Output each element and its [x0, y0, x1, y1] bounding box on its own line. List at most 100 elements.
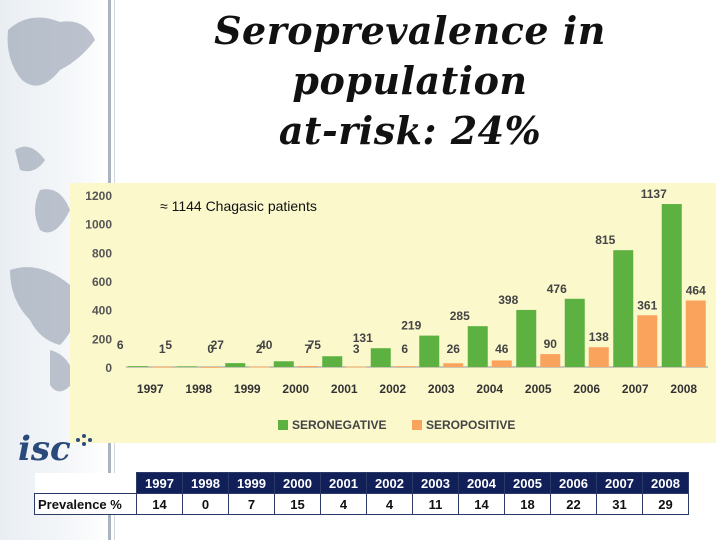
data-label: 1137: [641, 187, 667, 201]
data-label: 75: [308, 338, 322, 352]
bar-seronegative: [273, 361, 294, 367]
x-tick-label: 2003: [428, 382, 455, 396]
data-label: 40: [259, 338, 273, 352]
prevalence-year-header: 2002: [366, 472, 413, 494]
x-tick-label: 2002: [379, 382, 406, 396]
bar-seronegative: [370, 348, 391, 367]
bar-seropositive: [346, 366, 367, 368]
data-label: 0: [207, 342, 214, 356]
bar-seronegative: [128, 366, 149, 367]
prevalence-value-cell: 18: [504, 493, 551, 515]
x-tick-label: 2001: [331, 382, 358, 396]
prevalence-year-header: 2008: [642, 472, 689, 494]
prevalence-year-header: 2003: [412, 472, 459, 494]
bar-seropositive: [637, 315, 658, 367]
title-line-1: Seroprevalence in population: [214, 8, 606, 103]
bar-seronegative: [661, 204, 682, 367]
prevalence-year-header: 2001: [320, 472, 367, 494]
prevalence-year-header: 1997: [136, 472, 183, 494]
bar-chart: 0 200 400 600 800 1000 1200 6 1 1997 5 0 1998 27 2 1999…: [85, 187, 708, 432]
data-label: 285: [450, 309, 470, 323]
x-tick-label: 1998: [185, 382, 212, 396]
bar-seronegative: [467, 326, 488, 367]
x-tick-label: 2000: [282, 382, 309, 396]
bar-seronegative: [225, 363, 246, 367]
bar-seronegative: [613, 250, 634, 367]
isc-logo: isc: [14, 428, 94, 469]
prevalence-year-header: 2007: [596, 472, 643, 494]
bar-seropositive: [249, 366, 270, 368]
prevalence-year-header: 1998: [182, 472, 229, 494]
world-map-illustration: [7, 17, 95, 392]
prevalence-value-cell: 22: [550, 493, 597, 515]
isc-logo-mark: isc: [18, 429, 92, 469]
data-label: 361: [637, 298, 657, 312]
bar-seropositive: [443, 363, 464, 367]
data-label: 464: [686, 283, 706, 297]
prevalence-data-row: Prevalence % 14 0 7 15 4 4 11 14 18 22 31 29: [34, 493, 689, 515]
prevalence-row-label: Prevalence %: [34, 493, 137, 515]
table-corner: [34, 472, 137, 494]
y-tick-label: 400: [92, 304, 112, 318]
bar-seronegative: [176, 366, 197, 368]
data-label: 26: [447, 342, 461, 356]
legend-label: SERONEGATIVE: [292, 418, 386, 432]
prevalence-year-header: 2006: [550, 472, 597, 494]
prevalence-value-cell: 4: [366, 493, 413, 515]
prevalence-value-cell: 14: [458, 493, 505, 515]
prevalence-value-cell: 7: [228, 493, 275, 515]
data-label: 7: [304, 342, 311, 356]
data-label: 6: [117, 338, 124, 352]
x-tick-label: 2006: [573, 382, 600, 396]
chart-panel: 0 200 400 600 800 1000 1200 6 1 1997 5 0 1998 27 2 1999…: [70, 183, 716, 443]
y-tick-label: 200: [92, 332, 112, 346]
data-label: 5: [165, 338, 172, 352]
x-tick-label: 2008: [670, 382, 697, 396]
data-label: 2: [256, 342, 263, 356]
y-tick-label: 800: [92, 246, 112, 260]
prevalence-year-header: 2000: [274, 472, 321, 494]
prevalence-table: 1997 1998 1999 2000 2001 2002 2003 2004 2005 2006…: [34, 472, 689, 515]
prevalence-value-cell: 31: [596, 493, 643, 515]
x-tick-label: 2007: [622, 382, 649, 396]
data-label: 138: [589, 330, 609, 344]
x-tick-label: 1997: [137, 382, 164, 396]
bar-seropositive: [394, 366, 415, 367]
data-label: 46: [495, 342, 509, 356]
x-tick-label: 1999: [234, 382, 261, 396]
data-label: 1: [159, 342, 166, 356]
y-tick-label: 0: [105, 361, 112, 375]
x-tick-label: 2004: [476, 382, 503, 396]
data-label: 3: [353, 342, 360, 356]
prevalence-value-cell: 4: [320, 493, 367, 515]
data-label: 27: [211, 338, 225, 352]
data-label: 6: [401, 342, 408, 356]
prevalence-value-cell: 0: [182, 493, 229, 515]
logo-text: isc: [18, 429, 71, 468]
prevalence-header-row: 1997 1998 1999 2000 2001 2002 2003 2004 2005 2006…: [34, 472, 689, 494]
prevalence-value-cell: 14: [136, 493, 183, 515]
legend-label: SEROPOSITIVE: [426, 418, 515, 432]
title-line-2: at-risk: 24%: [278, 108, 542, 153]
prevalence-value-cell: 11: [412, 493, 459, 515]
y-tick-label: 1200: [85, 189, 112, 203]
bar-seropositive: [588, 347, 609, 367]
bar-seronegative: [322, 356, 343, 367]
prevalence-year-header: 2005: [504, 472, 551, 494]
bar-seronegative: [516, 309, 537, 367]
x-tick-label: 2005: [525, 382, 552, 396]
y-tick-label: 600: [92, 275, 112, 289]
y-tick-label: 1000: [85, 218, 112, 232]
prevalence-value-cell: 29: [642, 493, 689, 515]
bar-seropositive: [540, 354, 561, 367]
legend-swatch-seropositive: [412, 420, 422, 430]
data-label: 219: [401, 319, 421, 333]
data-label: 815: [595, 233, 615, 247]
bar-seropositive: [297, 365, 318, 367]
data-label: 90: [544, 337, 558, 351]
bar-seronegative: [419, 335, 440, 367]
bar-seropositive: [491, 360, 512, 367]
slide-title: Seroprevalence in population at-risk: 24…: [120, 6, 700, 156]
prevalence-year-header: 1999: [228, 472, 275, 494]
prevalence-year-header: 2004: [458, 472, 505, 494]
